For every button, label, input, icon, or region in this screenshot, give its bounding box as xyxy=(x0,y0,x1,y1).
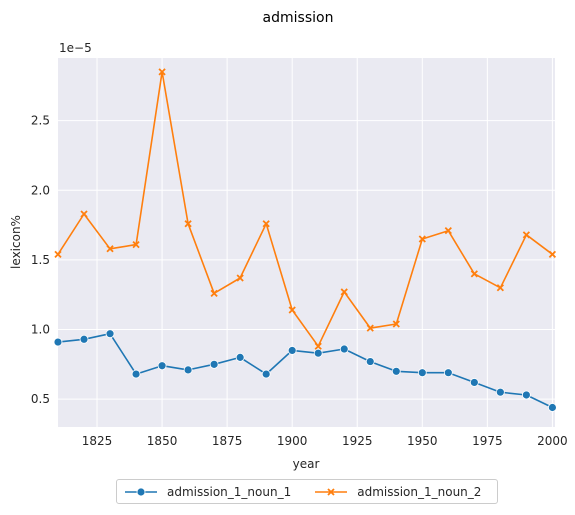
series-2-point xyxy=(444,227,452,235)
series-1-point xyxy=(391,366,401,376)
series-2-point xyxy=(340,288,348,296)
y-tick-label: 2.5 xyxy=(31,114,50,128)
series-2-point xyxy=(106,245,114,253)
series-2-point xyxy=(522,231,531,239)
series-2-point xyxy=(80,210,88,218)
y-tick-labels: 0.5 1.0 1.5 2.0 2.5 xyxy=(31,114,50,406)
series-1-point xyxy=(495,387,505,397)
legend-line-x-icon xyxy=(315,487,348,496)
legend: admission_1_noun_1 admission_1_noun_2 xyxy=(116,479,498,504)
series-1-point xyxy=(547,403,557,412)
series-1-point xyxy=(157,361,167,371)
series-layer xyxy=(53,68,557,412)
x-tick-label: 1850 xyxy=(147,434,178,448)
series-1-point xyxy=(313,348,323,358)
series-1-point xyxy=(417,368,427,378)
x-tick-label: 1975 xyxy=(472,434,503,448)
series-1-point xyxy=(79,334,89,344)
series-2-point xyxy=(392,320,400,328)
y-tick-label: 2.0 xyxy=(31,183,50,197)
series-2-point xyxy=(496,284,504,292)
series-1-point xyxy=(209,359,219,369)
series-2-point xyxy=(54,250,62,258)
series-2-point xyxy=(314,342,322,350)
x-tick-label: 1875 xyxy=(212,434,243,448)
series-1-point xyxy=(131,369,141,379)
x-tick-labels: 1825 1850 1875 1900 1925 1950 1975 2000 xyxy=(82,434,568,448)
legend-label-series-1: admission_1_noun_1 xyxy=(167,484,292,499)
legend-label-series-2: admission_1_noun_2 xyxy=(357,484,482,499)
series-2-point xyxy=(470,270,478,278)
x-tick-label: 1900 xyxy=(277,434,308,448)
plot-area xyxy=(58,58,555,427)
series-2-point xyxy=(418,235,426,243)
series-1-point xyxy=(287,346,297,355)
series-1-point xyxy=(469,378,479,387)
series-2-point xyxy=(184,220,192,228)
series-1-point xyxy=(53,337,63,347)
y-axis-label: lexicon% xyxy=(9,215,23,269)
series-line-1 xyxy=(57,332,553,409)
x-tick-label: 1925 xyxy=(342,434,373,448)
series-2-point xyxy=(158,68,166,76)
x-tick-label: 2000 xyxy=(537,434,568,448)
series-1-point xyxy=(365,357,375,366)
chart-title: admission xyxy=(263,10,334,26)
series-2-point xyxy=(288,306,296,314)
legend-item-series-2: admission_1_noun_2 xyxy=(313,485,481,499)
series-1-point xyxy=(105,329,115,339)
series-2-point xyxy=(548,250,557,258)
legend-line-circle-icon xyxy=(125,487,157,496)
x-axis-label: year xyxy=(293,457,320,471)
y-tick-label: 1.5 xyxy=(31,253,50,267)
y-tick-label: 1.0 xyxy=(31,323,50,337)
legend-item-series-1: admission_1_noun_1 xyxy=(123,485,291,499)
series-1-point xyxy=(521,390,531,400)
series-1-point xyxy=(339,344,349,354)
series-1-point xyxy=(261,369,271,379)
series-2-point xyxy=(132,240,140,249)
series-2-point xyxy=(366,324,374,332)
series-1-point xyxy=(183,365,193,375)
series-1-point xyxy=(443,368,453,378)
x-tick-label: 1950 xyxy=(407,434,438,448)
y-scale-label: 1e−5 xyxy=(59,41,92,55)
series-2-point xyxy=(262,220,270,228)
x-tick-label: 1825 xyxy=(82,434,113,448)
series-2-point xyxy=(210,289,218,297)
series-2-point xyxy=(236,274,244,282)
series-1-point xyxy=(235,352,245,362)
series-line-2 xyxy=(57,71,553,348)
y-tick-label: 0.5 xyxy=(31,392,50,406)
